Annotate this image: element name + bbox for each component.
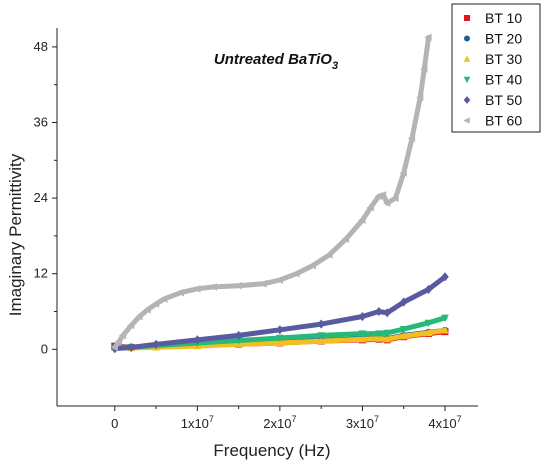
data-point (118, 331, 127, 340)
data-point (358, 335, 367, 343)
axes: 0 12 24 36 48 0 1x107 2x107 3x107 4x107 (34, 28, 478, 431)
data-point (325, 250, 333, 259)
data-point (424, 33, 432, 42)
data-point (292, 269, 300, 278)
series-line-bt-60 (112, 34, 431, 350)
data-point (127, 342, 136, 352)
legend-marker-bt-40 (463, 76, 471, 84)
series-bt-60 (110, 33, 432, 352)
x-tick-label: 3x107 (346, 414, 379, 431)
data-point (317, 319, 326, 329)
x-tick-label: 1x107 (181, 414, 214, 431)
x-axis-title: Frequency (Hz) (213, 441, 330, 460)
data-point (399, 325, 408, 334)
data-point (424, 328, 433, 337)
data-point (441, 326, 449, 334)
data-point (234, 330, 243, 340)
data-point (341, 235, 350, 243)
y-tick-label: 48 (34, 39, 48, 54)
data-point (276, 338, 284, 347)
y-tick-label: 0 (41, 341, 48, 356)
chart-title-main: Untreated BaTiO (214, 51, 332, 68)
chart-title-subscript: 3 (332, 60, 338, 72)
data-point (375, 330, 383, 338)
data-point (317, 332, 326, 340)
data-point (234, 337, 243, 345)
y-axis-title: Imaginary Permittivity (6, 153, 25, 316)
data-point (209, 283, 217, 291)
data-point (160, 295, 168, 303)
x-tick-label: 4x107 (428, 414, 461, 431)
data-point (176, 288, 184, 297)
legend: BT 10 BT 20 BT 30 BT 40 BT 50 BT 60 (451, 3, 541, 133)
legend-label-bt-60: BT 60 (485, 113, 522, 129)
data-point (114, 337, 123, 346)
legend-marker-bt-60 (463, 117, 470, 124)
data-point (193, 335, 202, 345)
legend-marker-bt-10 (464, 15, 470, 21)
chart-title: Untreated BaTiO3 (214, 51, 338, 72)
data-point (391, 194, 399, 202)
data-point (378, 191, 387, 199)
data-point (234, 281, 242, 290)
legend-label-bt-10: BT 10 (485, 10, 522, 26)
data-point (441, 314, 449, 322)
data-point (399, 169, 407, 177)
y-tick-label: 12 (34, 266, 48, 281)
data-point (276, 325, 284, 335)
plot-area (110, 33, 449, 354)
data-point (358, 216, 366, 224)
data-point (383, 308, 392, 318)
data-point (276, 334, 284, 343)
data-point (308, 261, 317, 270)
legend-label-bt-20: BT 20 (485, 31, 522, 47)
data-point (127, 321, 135, 330)
data-point (383, 335, 392, 343)
legend-label-bt-30: BT 30 (485, 51, 522, 67)
legend-marker-bt-50 (463, 96, 471, 104)
data-point (399, 331, 408, 340)
y-tick-label: 24 (34, 190, 48, 205)
data-point (110, 343, 118, 352)
data-point (193, 284, 201, 293)
y-tick-label: 36 (34, 115, 48, 130)
data-point (151, 300, 160, 308)
legend-label-bt-40: BT 40 (485, 72, 522, 88)
legend-box (451, 3, 541, 133)
legend-marker-bt-20 (464, 35, 470, 42)
data-point (358, 330, 367, 338)
data-point (143, 305, 151, 314)
data-point (275, 276, 284, 284)
data-point (399, 297, 408, 307)
data-point (259, 279, 267, 288)
data-point (135, 312, 143, 321)
data-point (152, 339, 160, 349)
data-point (317, 336, 326, 345)
data-point (375, 334, 383, 342)
legend-label-bt-50: BT 50 (485, 92, 522, 108)
data-point (441, 272, 449, 282)
data-point (424, 284, 433, 294)
data-point (424, 319, 433, 328)
data-point (407, 134, 416, 143)
data-point (420, 65, 428, 73)
data-point (383, 329, 392, 338)
data-point (416, 93, 424, 102)
x-tick-label: 2x107 (263, 414, 296, 431)
data-point (358, 311, 367, 322)
data-point (366, 203, 374, 212)
series-bt-50 (110, 272, 449, 354)
legend-marker-bt-30 (463, 55, 471, 62)
x-tick-label: 0 (111, 416, 118, 431)
data-point (375, 306, 383, 317)
data-point (382, 199, 391, 207)
